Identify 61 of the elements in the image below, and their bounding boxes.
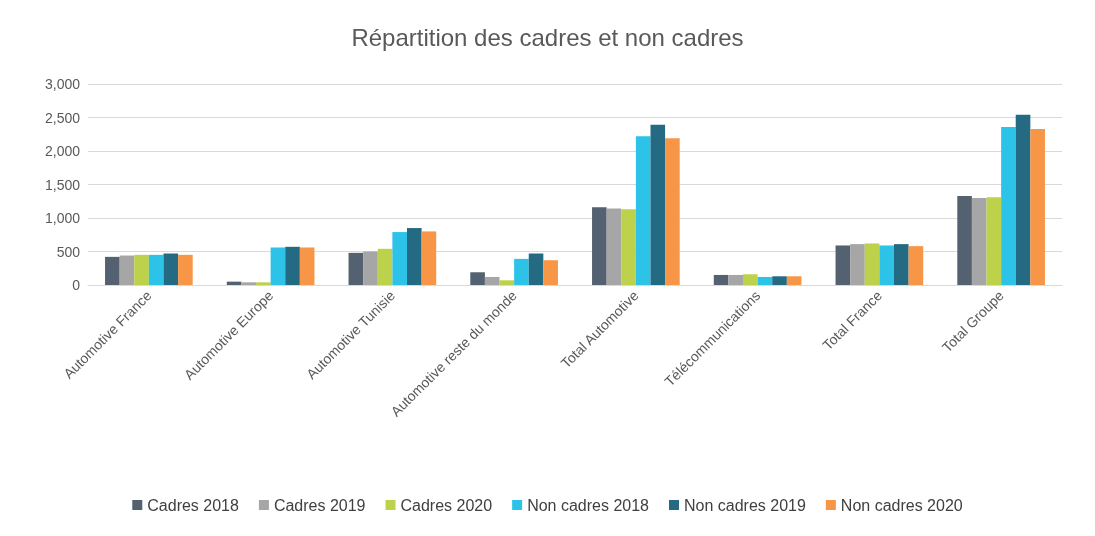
y-tick-label: 2,000 bbox=[44, 143, 81, 159]
bar bbox=[178, 254, 193, 285]
bar bbox=[635, 136, 651, 285]
bar bbox=[864, 243, 880, 285]
chart-title: Répartition des cadres et non cadres bbox=[351, 23, 744, 51]
legend-label: Cadres 2019 bbox=[273, 496, 366, 514]
bar bbox=[256, 282, 271, 285]
bar bbox=[592, 207, 607, 285]
bar bbox=[285, 246, 300, 285]
y-tick-label: 500 bbox=[56, 243, 81, 260]
bar bbox=[971, 197, 987, 285]
bar bbox=[377, 248, 393, 285]
bar bbox=[986, 197, 1002, 285]
bar bbox=[743, 274, 758, 285]
bar bbox=[1015, 114, 1031, 285]
y-tick-label: 1,000 bbox=[44, 210, 81, 226]
bar bbox=[484, 276, 500, 285]
y-tick-label: 3,000 bbox=[44, 76, 81, 92]
bar bbox=[908, 246, 924, 285]
bar bbox=[134, 254, 149, 285]
bar bbox=[757, 276, 773, 285]
bar bbox=[835, 245, 851, 285]
bar bbox=[406, 228, 422, 285]
bar bbox=[421, 231, 437, 285]
y-tick-label: 1,500 bbox=[44, 176, 81, 193]
bar bbox=[528, 253, 544, 285]
bar bbox=[543, 260, 558, 285]
y-tick-label: 2,500 bbox=[44, 109, 81, 126]
legend-label: Non cadres 2019 bbox=[684, 496, 806, 514]
bar bbox=[1030, 128, 1045, 285]
bar bbox=[713, 274, 729, 285]
y-tick-label: 0 bbox=[72, 277, 81, 293]
bar bbox=[772, 276, 787, 285]
bar bbox=[470, 272, 485, 285]
bar bbox=[606, 208, 622, 285]
bar bbox=[299, 247, 315, 285]
bar bbox=[1001, 126, 1016, 285]
bar bbox=[514, 258, 529, 285]
legend-label: Non cadres 2020 bbox=[840, 496, 963, 514]
bar bbox=[893, 244, 909, 285]
bar bbox=[879, 245, 894, 285]
bar bbox=[957, 195, 972, 285]
legend-label: Cadres 2020 bbox=[400, 496, 493, 514]
bar bbox=[241, 282, 257, 285]
bar bbox=[363, 251, 378, 285]
bar bbox=[119, 255, 135, 285]
bar bbox=[148, 254, 164, 285]
bar bbox=[270, 247, 286, 285]
bar bbox=[392, 232, 407, 285]
bar bbox=[348, 252, 364, 285]
bar bbox=[786, 276, 802, 285]
bar bbox=[850, 244, 865, 285]
bar bbox=[665, 138, 680, 285]
bar bbox=[499, 280, 515, 285]
bar bbox=[650, 124, 666, 285]
bar bbox=[105, 256, 120, 285]
legend-label: Non cadres 2018 bbox=[527, 496, 650, 514]
bar bbox=[163, 253, 179, 285]
bar bbox=[728, 274, 744, 285]
legend-label: Cadres 2018 bbox=[147, 496, 239, 514]
bar bbox=[621, 209, 636, 285]
